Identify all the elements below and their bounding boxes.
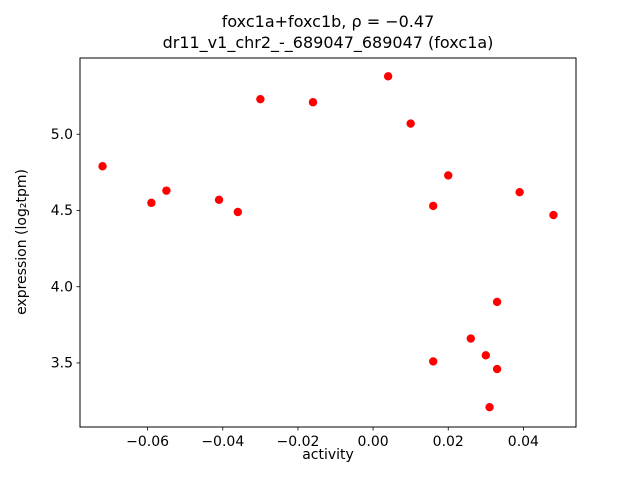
y-axis-ticks: 3.5 4.0 4.5 5.0 <box>51 127 80 372</box>
x-axis-label: activity <box>302 447 354 463</box>
data-point <box>429 357 438 366</box>
chart-subtitle: dr11_v1_chr2_-_689047_689047 (foxc1a) <box>162 33 494 52</box>
scatter-points <box>98 72 558 412</box>
data-point <box>549 210 558 220</box>
x-axis-ticks: −0.06 −0.04 −0.02 0.00 0.02 0.04 <box>126 427 539 450</box>
data-point <box>214 195 224 205</box>
data-point <box>481 351 491 360</box>
x-tick-label: −0.06 <box>126 434 169 450</box>
y-tick-label: 3.5 <box>51 356 73 372</box>
data-point <box>162 186 171 195</box>
chart-title: foxc1a+foxc1b, ρ = −0.47 <box>221 12 435 31</box>
data-point <box>233 207 243 217</box>
y-tick-label: 5.0 <box>51 127 73 143</box>
data-point <box>406 119 415 128</box>
data-point <box>485 402 494 412</box>
y-tick-label: 4.5 <box>51 203 73 219</box>
data-point <box>466 334 475 343</box>
y-tick-label: 4.0 <box>51 279 73 295</box>
data-point <box>98 162 107 171</box>
data-point <box>492 364 502 374</box>
x-tick-label: −0.04 <box>201 434 244 450</box>
data-point <box>147 198 156 208</box>
data-point <box>383 72 393 81</box>
x-tick-label: 0.00 <box>358 434 389 450</box>
x-tick-label: −0.02 <box>276 434 319 450</box>
plot-border <box>79 57 577 428</box>
data-point <box>444 171 453 180</box>
x-tick-label: 0.02 <box>433 434 464 450</box>
data-point <box>429 201 438 211</box>
data-point <box>256 94 265 104</box>
title-block: foxc1a+foxc1b, ρ = −0.47 dr11_v1_chr2_-_… <box>80 11 576 53</box>
data-point <box>515 187 524 197</box>
x-tick-label: 0.04 <box>508 434 539 450</box>
data-point <box>308 98 318 107</box>
y-axis-label: expression (log₂tpm) <box>14 169 30 315</box>
data-point <box>492 297 502 307</box>
